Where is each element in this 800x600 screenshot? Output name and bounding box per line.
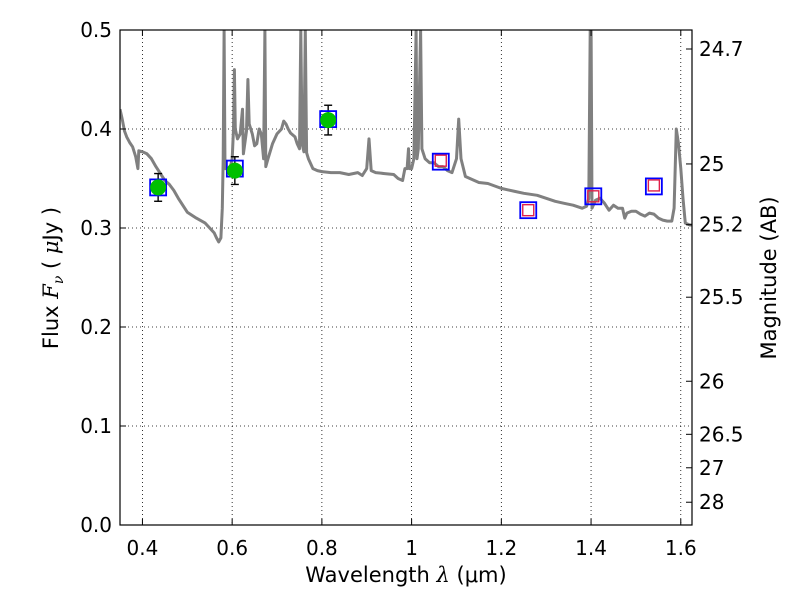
y-tick-label: 0.5 [80, 18, 112, 42]
model-spectrum [120, 30, 692, 244]
predicted-band-marker [647, 179, 661, 192]
y2-tick-label: 25.2 [699, 213, 744, 237]
x-tick-label: 1.2 [485, 536, 517, 560]
y2-axis-label: Magnitude (AB) [757, 196, 781, 359]
predicted-band-marker [434, 154, 447, 167]
y2-tick-label: 25.5 [699, 285, 744, 309]
x-tick-label: 1 [405, 536, 418, 560]
model-band-marker [644, 177, 663, 196]
y-tick-label: 0.4 [80, 117, 112, 141]
observed-point [320, 112, 337, 129]
model-band-marker [584, 187, 603, 206]
model-band-marker [519, 201, 538, 220]
x-tick-label: 0.8 [306, 536, 338, 560]
x-tick-label: 1.6 [665, 536, 697, 560]
predicted-band-marker [522, 203, 535, 217]
markers [149, 110, 663, 220]
x-tick-label: 1.4 [575, 536, 607, 560]
y2-tick-label: 28 [699, 490, 724, 514]
observed-point [226, 162, 243, 179]
y-tick-label: 0.1 [80, 414, 112, 438]
y2-tick-label: 24.7 [699, 37, 744, 61]
x-axis-label: Wavelength λ (μm) [305, 563, 506, 587]
x-tick-label: 0.4 [127, 536, 159, 560]
plot-frame [119, 29, 693, 526]
y2-tick-label: 27 [699, 456, 724, 480]
y2-tick-label: 26.5 [699, 422, 744, 446]
x-tick-label: 0.6 [216, 536, 248, 560]
y2-tick-label: 25 [699, 152, 724, 176]
ticks: 0.4 0.6 0.8 1 1.2 1.4 1.6 0.0 0.1 0.2 0.3 0.4 0.5 24.… [80, 18, 743, 560]
y2-tick-label: 26 [699, 369, 724, 393]
spectrum-line [120, 30, 692, 244]
model-band-marker [431, 152, 450, 171]
y-axis-label: Flux Fν ( μJy ) [39, 207, 67, 349]
observed-point [150, 179, 167, 196]
y-tick-label: 0.0 [80, 513, 112, 537]
y-tick-label: 0.2 [80, 315, 112, 339]
predicted-band-marker [587, 190, 600, 203]
y-tick-label: 0.3 [80, 216, 112, 240]
grid [120, 29, 692, 526]
